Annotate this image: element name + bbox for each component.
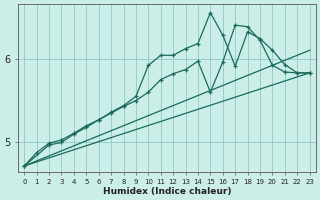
X-axis label: Humidex (Indice chaleur): Humidex (Indice chaleur) xyxy=(103,187,231,196)
